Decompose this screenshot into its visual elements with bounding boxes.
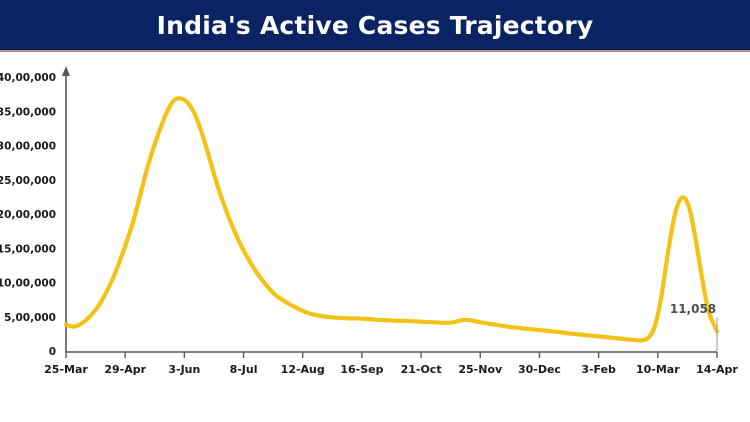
chart-svg: 0 5,00,000 10,00,000 15,00,000 20,00,000 25,0… <box>0 66 738 376</box>
x-axis-tick-label: 3-Jun <box>168 363 200 376</box>
y-axis-tick-label: 30,00,000 <box>0 141 56 153</box>
x-axis-tick-label: 29-Apr <box>104 363 146 376</box>
y-axis-tick-label: 25,00,000 <box>0 175 56 187</box>
y-axis-arrowhead <box>62 66 70 76</box>
x-axis-tick-label: 25-Nov <box>458 363 503 376</box>
x-axis-tick-label: 8-Jul <box>230 363 258 376</box>
x-axis-tick-label: 12-Aug <box>281 363 325 376</box>
x-axis-tick-marks <box>65 352 718 358</box>
x-axis-tick-label: 14-Apr <box>696 363 738 376</box>
active-cases-series-line <box>63 96 720 343</box>
x-axis-tick-label: 21-Oct <box>401 363 442 376</box>
y-axis-tick-label: 35,00,000 <box>0 106 56 118</box>
banner-underline-divider <box>0 50 750 52</box>
line-chart: 0 5,00,000 10,00,000 15,00,000 20,00,000 25,0… <box>0 52 750 422</box>
x-axis-tick-label: 30-Dec <box>518 363 561 376</box>
y-axis-tick-label: 40,00,000 <box>0 72 56 84</box>
title-banner: India's Active Cases Trajectory <box>0 0 750 50</box>
page-title: India's Active Cases Trajectory <box>156 10 594 40</box>
y-axis-tick-label: 5,00,000 <box>4 312 56 324</box>
chart-annotations: 11,058 <box>670 302 718 352</box>
y-axis-tick-label: 0 <box>49 346 56 358</box>
x-axis-tick-label: 16-Sep <box>340 363 383 376</box>
y-axis-tick-label: 20,00,000 <box>0 209 56 221</box>
y-axis-tick-label: 15,00,000 <box>0 243 56 255</box>
y-axis-tick-labels: 0 5,00,000 10,00,000 15,00,000 20,00,000 25,0… <box>0 72 56 358</box>
y-axis-tick-label: 10,00,000 <box>0 278 56 290</box>
annotation-value-label: 11,058 <box>670 302 716 316</box>
x-axis-tick-labels: 25-Mar 29-Apr 3-Jun 8-Jul 12-Aug 16-Sep 21-Oct… <box>44 363 738 376</box>
x-axis-tick-label: 3-Feb <box>581 363 616 376</box>
x-axis-tick-label: 25-Mar <box>44 363 88 376</box>
x-axis-tick-label: 10-Mar <box>636 363 680 376</box>
